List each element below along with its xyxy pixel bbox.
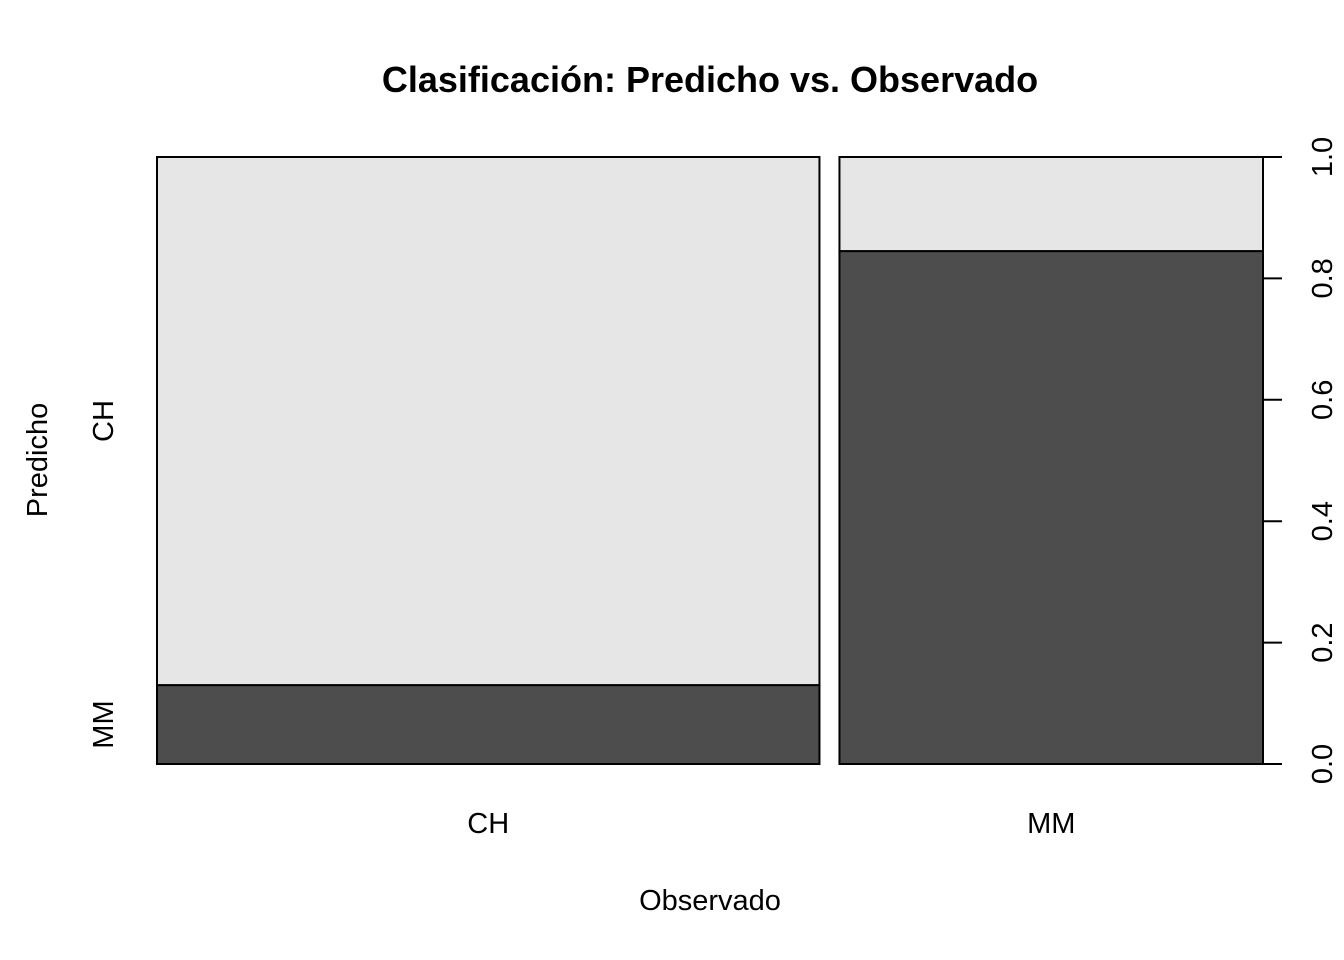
right-axis-tick-label: 0.6 bbox=[1307, 380, 1339, 420]
right-axis-tick-label: 0.0 bbox=[1307, 744, 1339, 784]
spine-cell-ch-ch bbox=[156, 156, 821, 687]
y-axis-label: Predicho bbox=[22, 403, 54, 517]
x-tick-label-mm: MM bbox=[1027, 808, 1075, 840]
right-axis-tick-label: 1.0 bbox=[1307, 137, 1339, 177]
right-axis-tick-label: 0.2 bbox=[1307, 622, 1339, 662]
x-axis-label: Observado bbox=[639, 885, 781, 917]
right-axis-tick-label: 0.8 bbox=[1307, 258, 1339, 298]
y-category-label-mm: MM bbox=[88, 700, 120, 748]
chart-title: Clasificación: Predicho vs. Observado bbox=[382, 59, 1038, 100]
right-axis-tick-label: 0.4 bbox=[1307, 501, 1339, 541]
plot-area: CH MM MM CH 0.0 0.2 0.4 0.6 0.8 1.0 bbox=[88, 137, 1339, 840]
spine-cell-ch-mm bbox=[156, 684, 821, 766]
x-tick-label-ch: CH bbox=[467, 808, 509, 840]
y-category-label-ch: CH bbox=[88, 400, 120, 442]
spine-cell-mm-ch bbox=[838, 156, 1265, 253]
spine-cell-mm-mm bbox=[838, 250, 1265, 765]
